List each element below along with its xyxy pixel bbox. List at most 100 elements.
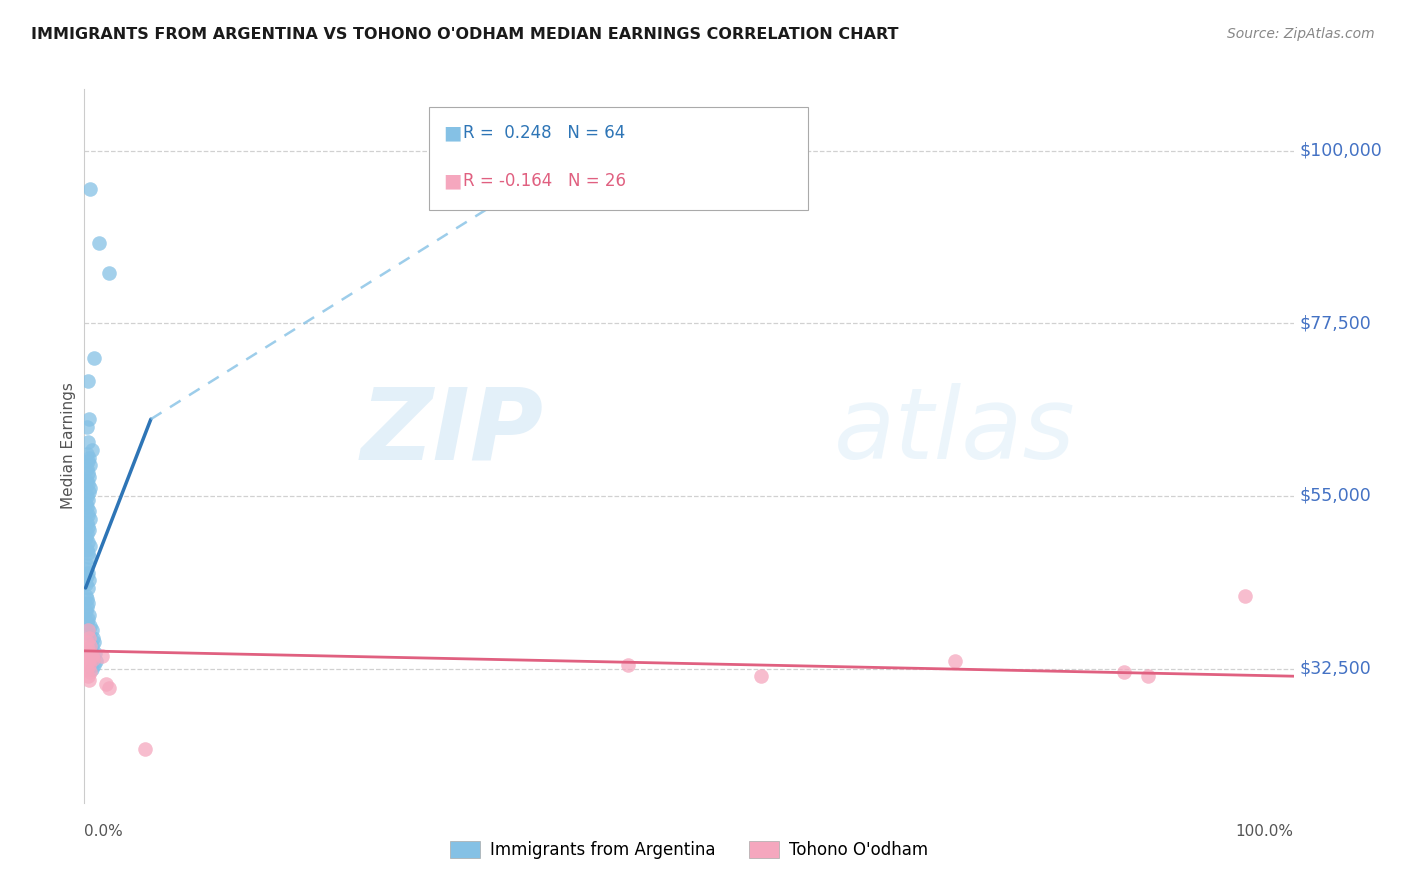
Text: ■: ■ xyxy=(443,123,461,142)
Point xyxy=(77,412,100,426)
Point xyxy=(76,600,98,615)
Point xyxy=(79,642,101,657)
Point xyxy=(77,550,100,565)
Text: R =  0.248   N = 64: R = 0.248 N = 64 xyxy=(463,124,624,142)
Point xyxy=(77,450,100,465)
Text: ■: ■ xyxy=(443,171,461,190)
Point xyxy=(97,266,120,280)
Point xyxy=(87,235,110,250)
Point xyxy=(77,374,100,388)
Text: $32,500: $32,500 xyxy=(1299,659,1371,678)
Point xyxy=(77,596,100,610)
Point xyxy=(94,677,117,691)
Point xyxy=(77,519,100,533)
Point xyxy=(80,442,103,457)
Point xyxy=(76,661,98,675)
Point xyxy=(77,627,100,641)
Text: IMMIGRANTS FROM ARGENTINA VS TOHONO O'ODHAM MEDIAN EARNINGS CORRELATION CHART: IMMIGRANTS FROM ARGENTINA VS TOHONO O'OD… xyxy=(31,27,898,42)
Point xyxy=(75,497,97,511)
Legend: Immigrants from Argentina, Tohono O'odham: Immigrants from Argentina, Tohono O'odha… xyxy=(443,834,935,866)
Point xyxy=(617,657,640,672)
Point xyxy=(75,562,97,576)
Point xyxy=(134,742,156,756)
Point xyxy=(1114,665,1136,680)
Point xyxy=(84,646,107,660)
Point xyxy=(79,639,101,653)
Point xyxy=(79,458,101,473)
Point xyxy=(76,447,98,461)
Point xyxy=(77,485,100,500)
Point xyxy=(76,419,98,434)
Point xyxy=(76,500,98,515)
Point xyxy=(86,654,108,668)
Y-axis label: Median Earnings: Median Earnings xyxy=(60,383,76,509)
Point xyxy=(77,654,100,668)
Point xyxy=(77,607,100,622)
Point xyxy=(77,477,100,491)
Point xyxy=(79,481,101,495)
Point xyxy=(80,639,103,653)
Point xyxy=(77,535,100,549)
Point xyxy=(75,577,97,591)
Point xyxy=(76,634,98,648)
Point xyxy=(77,673,100,687)
Point xyxy=(76,462,98,476)
Point xyxy=(77,492,100,507)
Point xyxy=(77,574,100,588)
Text: 100.0%: 100.0% xyxy=(1236,824,1294,839)
Point xyxy=(79,182,101,196)
Point xyxy=(77,669,100,683)
Point xyxy=(79,665,101,680)
Point xyxy=(77,623,100,637)
Point xyxy=(1234,589,1257,603)
Point xyxy=(79,539,101,553)
Point xyxy=(77,646,100,660)
Point xyxy=(75,589,97,603)
Text: $100,000: $100,000 xyxy=(1299,142,1382,160)
Point xyxy=(76,542,98,557)
Point xyxy=(77,612,100,626)
Point xyxy=(79,619,101,633)
Point xyxy=(76,527,98,541)
Point xyxy=(83,634,105,648)
Point xyxy=(943,654,966,668)
Point xyxy=(751,669,773,683)
Point xyxy=(77,466,100,480)
Point xyxy=(82,651,104,665)
Point xyxy=(77,454,100,468)
Text: ZIP: ZIP xyxy=(361,384,544,480)
Point xyxy=(76,592,98,607)
Point xyxy=(77,581,100,595)
Point xyxy=(77,546,100,560)
Point xyxy=(97,681,120,695)
Point xyxy=(80,648,103,663)
Point xyxy=(77,469,100,483)
Point xyxy=(77,566,100,580)
Text: 0.0%: 0.0% xyxy=(84,824,124,839)
Point xyxy=(82,650,104,665)
Text: R = -0.164   N = 26: R = -0.164 N = 26 xyxy=(463,172,626,190)
Point xyxy=(80,623,103,637)
Point xyxy=(82,631,104,645)
Point xyxy=(77,631,100,645)
Point xyxy=(83,657,105,672)
Point xyxy=(91,649,114,664)
Point xyxy=(77,657,100,672)
Point xyxy=(77,642,100,657)
Point xyxy=(76,650,98,665)
Point xyxy=(76,516,98,530)
Point xyxy=(76,569,98,583)
Point xyxy=(1137,669,1160,683)
Text: atlas: atlas xyxy=(834,384,1076,480)
Text: $55,000: $55,000 xyxy=(1299,487,1371,505)
Point xyxy=(79,512,101,526)
Point xyxy=(77,508,100,522)
Point xyxy=(77,435,100,450)
Point xyxy=(76,474,98,488)
Point xyxy=(76,489,98,503)
Point xyxy=(76,558,98,572)
Text: $77,500: $77,500 xyxy=(1299,314,1371,332)
Text: Source: ZipAtlas.com: Source: ZipAtlas.com xyxy=(1227,27,1375,41)
Point xyxy=(80,650,103,665)
Point xyxy=(83,351,105,365)
